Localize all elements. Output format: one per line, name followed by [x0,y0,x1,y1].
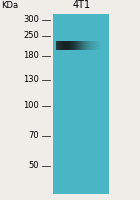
Text: 130: 130 [23,75,39,84]
Bar [58,40,59,49]
Bar [84,40,85,49]
Bar [67,40,68,49]
Bar [82,40,83,49]
Bar [96,40,97,49]
Bar [94,40,95,49]
Bar [100,40,101,49]
Bar [79,40,80,49]
Bar [71,40,72,49]
Bar [61,40,62,49]
Bar [53,14,109,194]
Text: 50: 50 [29,162,39,170]
Bar [70,40,71,49]
Bar [62,40,63,49]
Bar [85,40,86,49]
Bar [101,40,102,49]
Bar [86,40,87,49]
Bar [64,40,65,49]
Bar [68,40,69,49]
Bar [99,40,100,49]
Bar [56,40,57,49]
Bar [69,40,70,49]
Bar [76,40,77,49]
Bar [78,40,79,49]
Bar [98,40,99,49]
Text: KDa: KDa [1,0,18,9]
Bar [92,40,93,49]
Text: 180: 180 [23,51,39,60]
Bar [63,40,64,49]
Bar [60,40,61,49]
Bar [66,40,67,49]
Text: 250: 250 [23,31,39,40]
Bar [74,40,75,49]
Bar [80,40,81,49]
Bar [59,40,60,49]
Bar [81,40,82,49]
Bar [89,40,90,49]
Bar [73,40,74,49]
Bar [87,40,88,49]
Bar [75,40,76,49]
Bar [65,40,66,49]
Bar [77,40,78,49]
Bar [88,40,89,49]
Bar [91,40,92,49]
Bar [97,40,98,49]
Bar [90,40,91,49]
Text: 4T1: 4T1 [72,0,90,10]
Bar [95,40,96,49]
Text: 70: 70 [29,132,39,140]
Text: 300: 300 [23,16,39,24]
Bar [93,40,94,49]
Bar [57,40,58,49]
Bar [72,40,73,49]
Text: 100: 100 [23,102,39,110]
Bar [83,40,84,49]
